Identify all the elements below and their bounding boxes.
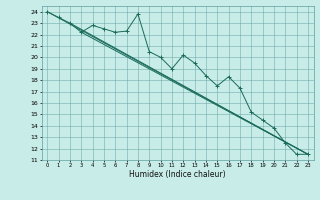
X-axis label: Humidex (Indice chaleur): Humidex (Indice chaleur) [129,170,226,179]
